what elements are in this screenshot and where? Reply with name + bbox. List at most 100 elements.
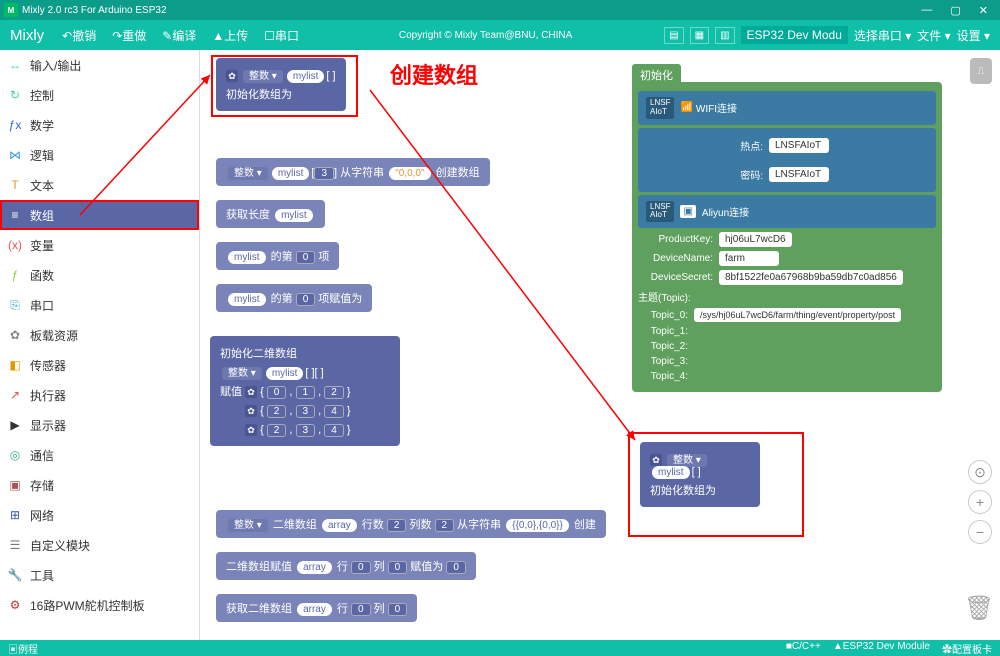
status-board[interactable]: ▲ESP32 Dev Module (833, 641, 930, 656)
category-icon: ↻ (8, 88, 22, 102)
category-icon: ☰ (8, 538, 22, 552)
gear-icon[interactable]: ✿ (650, 454, 662, 466)
block-length[interactable]: 获取长度 mylist (216, 200, 325, 228)
zoom-out-icon[interactable]: − (968, 520, 992, 544)
sidebar-item-板载资源[interactable]: ✿ 板载资源 (0, 320, 199, 350)
sidebar-item-16路PWM舵机控制板[interactable]: ⚙ 16路PWM舵机控制板 (0, 590, 199, 620)
sidebar-item-输入/输出[interactable]: ↔ 输入/输出 (0, 50, 199, 80)
category-label: 控制 (30, 87, 54, 104)
category-label: 函数 (30, 267, 54, 284)
sidebar-item-工具[interactable]: 🔧工具 (0, 560, 199, 590)
category-label: 板载资源 (30, 327, 78, 344)
device-name[interactable]: farm (719, 251, 779, 266)
category-icon: ƒ (8, 268, 22, 282)
center-icon[interactable]: ⊙ (968, 460, 992, 484)
category-icon: ▣ (8, 478, 22, 492)
category-label: 输入/输出 (30, 57, 81, 74)
compile-button[interactable]: ✎编译 (162, 27, 196, 44)
category-label: 存储 (30, 477, 54, 494)
sidebar-item-逻辑[interactable]: ⋈ 逻辑 (0, 140, 199, 170)
category-label: 16路PWM舵机控制板 (30, 597, 145, 614)
category-icon: ▶ (8, 418, 22, 432)
sidebar-item-数学[interactable]: ƒx数学 (0, 110, 199, 140)
backpack-icon[interactable]: ⎍ (970, 58, 992, 84)
sidebar-item-控制[interactable]: ↻ 控制 (0, 80, 199, 110)
lnsf-tag: LNSF AIoT (646, 97, 674, 119)
sidebar-item-文本[interactable]: T文本 (0, 170, 199, 200)
category-label: 自定义模块 (30, 537, 90, 554)
minimize-icon[interactable]: ― (921, 4, 932, 17)
zoom-in-icon[interactable]: + (968, 490, 992, 514)
view-icon-1[interactable]: ▤ (664, 27, 683, 44)
sidebar-item-网络[interactable]: ⊞ 网络 (0, 500, 199, 530)
sidebar-item-数组[interactable]: ≡ 数组 (0, 200, 199, 230)
board-select[interactable]: ESP32 Dev Modu (741, 26, 848, 44)
category-label: 逻辑 (30, 147, 54, 164)
undo-button[interactable]: ↶撤销 (62, 27, 96, 44)
sidebar-item-变量[interactable]: (x)变量 (0, 230, 199, 260)
view-icon-3[interactable]: ▥ (715, 27, 734, 44)
sidebar-item-存储[interactable]: ▣ 存储 (0, 470, 199, 500)
category-label: 执行器 (30, 387, 66, 404)
status-lang[interactable]: ■C/C++ (786, 641, 821, 656)
category-icon: ƒx (8, 118, 22, 132)
status-examples[interactable]: ▣例程 (8, 641, 38, 656)
category-label: 传感器 (30, 357, 66, 374)
category-icon: ≡ (8, 208, 22, 222)
category-icon: ⋈ (8, 148, 22, 162)
block-get-item[interactable]: mylist 的第 0 项 (216, 242, 339, 270)
category-icon: ↔ (8, 58, 22, 72)
category-label: 网络 (30, 507, 54, 524)
gear-icon[interactable]: ✿ (226, 70, 238, 82)
category-icon: ◎ (8, 448, 22, 462)
annotation-create-array: 创建数组 (390, 58, 478, 90)
view-icon-2[interactable]: ▦ (690, 27, 709, 44)
category-icon: ◧ (8, 358, 22, 372)
settings-menu[interactable]: 设置 ▾ (957, 27, 990, 44)
file-menu[interactable]: 文件 ▾ (917, 27, 950, 44)
status-config[interactable]: ✿配置板卡 (942, 641, 992, 656)
sidebar-item-自定义模块[interactable]: ☰ 自定义模块 (0, 530, 199, 560)
category-label: 显示器 (30, 417, 66, 434)
sidebar-item-执行器[interactable]: ↗执行器 (0, 380, 199, 410)
sidebar-item-串口[interactable]: ⎘串口 (0, 290, 199, 320)
port-select[interactable]: 选择串口 ▾ (854, 27, 911, 44)
upload-button[interactable]: ▲上传 (212, 27, 248, 44)
topic-0[interactable]: /sys/hj06uL7wcD6/farm/thing/event/proper… (694, 308, 901, 322)
sidebar-item-通信[interactable]: ◎通信 (0, 440, 199, 470)
device-secret[interactable]: 8bf1522fe0a67968b9ba59db7c0ad856 (719, 270, 903, 285)
aliyun-block[interactable]: LNSF AIoT ▣ Aliyun连接 (638, 195, 936, 229)
block-set-item[interactable]: mylist 的第 0 项赋值为 (216, 284, 372, 312)
category-label: 数组 (30, 207, 54, 224)
sidebar-item-传感器[interactable]: ◧ 传感器 (0, 350, 199, 380)
block-2d-set[interactable]: 二维数组赋值 array 行 0 列 0 赋值为 0 (216, 552, 476, 580)
block-init-array-copy[interactable]: ✿整数 ▾mylist[ ] 初始化数组为 (640, 442, 760, 507)
sidebar-item-函数[interactable]: ƒ 函数 (0, 260, 199, 290)
block-init-array[interactable]: ✿整数 ▾mylist[ ] 初始化数组为 (216, 58, 346, 111)
block-2d-get[interactable]: 获取二维数组 array 行 0 列 0 (216, 594, 417, 622)
maximize-icon[interactable]: ▢ (950, 4, 960, 17)
wifi-ssid[interactable]: LNSFAIoT (769, 138, 829, 153)
app-logo: M (4, 3, 18, 17)
wifi-pwd[interactable]: LNSFAIoT (769, 167, 829, 182)
category-icon: ✿ (8, 328, 22, 342)
block-init-2d[interactable]: 初始化二维数组 整数 ▾mylist[ ][ ] 赋值 ✿{ 0 , 1 , 2… (210, 336, 400, 446)
product-key[interactable]: hj06uL7wcD6 (719, 232, 792, 247)
redo-button[interactable]: ↷重做 (112, 27, 146, 44)
trash-icon[interactable]: 🗑 (964, 594, 992, 626)
copyright: Copyright © Mixly Team@BNU, CHINA (399, 30, 572, 41)
category-label: 串口 (30, 297, 54, 314)
brand: Mixly (10, 27, 44, 44)
block-2d-from-string[interactable]: 整数 ▾ 二维数组 array 行数 2 列数 2 从字符串 {{0,0},{0… (216, 510, 606, 538)
block-create-from-string[interactable]: 整数 ▾mylist[3] 从字符串 "0,0,0" 创建数组 (216, 158, 490, 186)
category-icon: (x) (8, 238, 22, 252)
category-icon: ⊞ (8, 508, 22, 522)
sidebar-item-显示器[interactable]: ▶ 显示器 (0, 410, 199, 440)
wifi-icon: 📶 WIFI连接 (680, 100, 737, 115)
wifi-block[interactable]: LNSF AIoT 📶 WIFI连接 (638, 91, 936, 125)
workspace[interactable]: 创建数组 ✿整数 ▾mylist[ ] 初始化数组为 整数 ▾mylist[3]… (200, 50, 1000, 640)
serial-button[interactable]: ☐串口 (264, 27, 299, 44)
category-icon: ⚙ (8, 598, 22, 612)
close-icon[interactable]: ✕ (979, 4, 988, 17)
setup-block[interactable]: LNSF AIoT 📶 WIFI连接 热点:LNSFAIoT 密码:LNSFAI… (632, 82, 942, 392)
